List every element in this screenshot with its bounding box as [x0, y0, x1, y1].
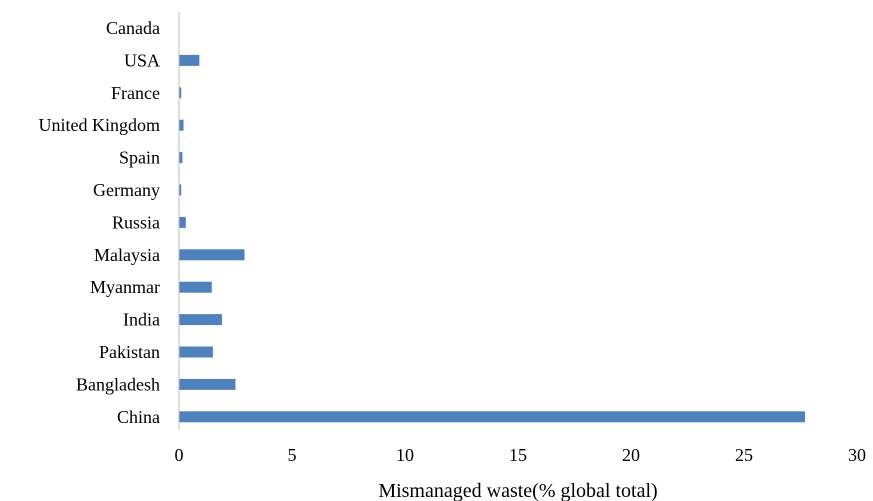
- bars-group: [179, 54, 806, 423]
- category-label-myanmar: Myanmar: [90, 277, 160, 297]
- category-label-malaysia: Malaysia: [94, 245, 160, 265]
- bar-russia: [179, 216, 186, 228]
- category-label-bangladesh: Bangladesh: [76, 374, 160, 394]
- bar-china: [179, 411, 806, 423]
- bar-bangladesh: [179, 378, 236, 390]
- category-label-india: India: [123, 310, 160, 330]
- x-tick-label-30: 30: [848, 445, 866, 465]
- x-tick-label-15: 15: [509, 445, 527, 465]
- bar-india: [179, 314, 222, 326]
- x-tick-label-0: 0: [175, 445, 184, 465]
- category-label-china: China: [117, 407, 160, 427]
- x-axis-title: Mismanaged waste(% global total): [378, 480, 657, 501]
- x-tick-labels: 0 5 10 15 20 25 30: [175, 445, 867, 465]
- bar-france: [179, 87, 182, 99]
- bar-usa: [179, 54, 200, 66]
- category-label-pakistan: Pakistan: [99, 342, 160, 362]
- bar-spain: [179, 152, 183, 164]
- bar-germany: [179, 184, 182, 196]
- bar-united-kingdom: [179, 119, 184, 131]
- category-label-united-kingdom: United Kingdom: [39, 115, 161, 135]
- category-label-usa: USA: [124, 50, 160, 70]
- category-label-canada: Canada: [106, 18, 160, 38]
- category-label-germany: Germany: [93, 180, 160, 200]
- category-label-spain: Spain: [119, 148, 160, 168]
- bar-pakistan: [179, 346, 213, 358]
- x-tick-label-5: 5: [288, 445, 297, 465]
- x-tick-label-20: 20: [622, 445, 640, 465]
- category-label-france: France: [111, 83, 160, 103]
- category-labels: Canada USA France United Kingdom Spain German…: [39, 18, 161, 427]
- category-label-russia: Russia: [112, 212, 160, 232]
- x-tick-label-25: 25: [735, 445, 753, 465]
- bar-myanmar: [179, 281, 212, 293]
- x-tick-label-10: 10: [396, 445, 414, 465]
- bar-malaysia: [179, 249, 245, 261]
